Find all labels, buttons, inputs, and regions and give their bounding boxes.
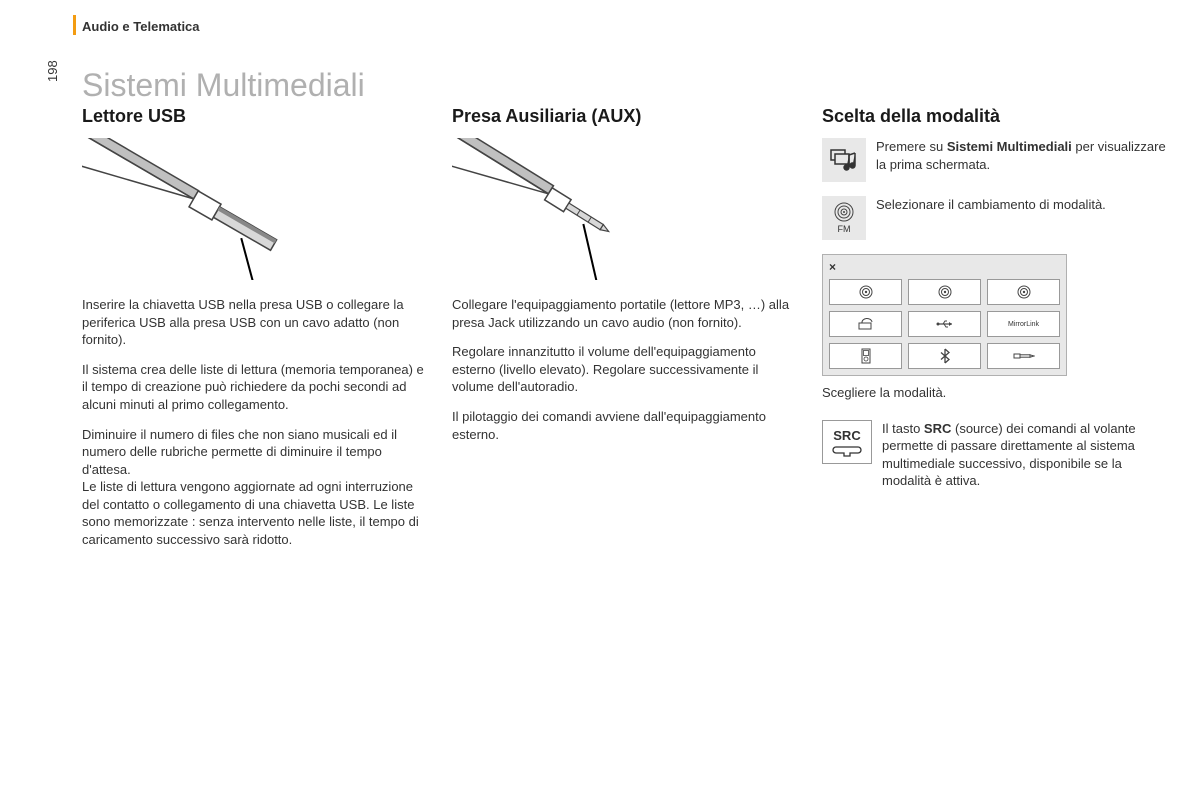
src-label: SRC (833, 427, 860, 445)
usb-cell (908, 311, 981, 337)
src-icon: SRC (822, 420, 872, 464)
mirrorlink-cell: MirrorLink (987, 311, 1060, 337)
r1-pre: Premere su (876, 139, 947, 154)
mirrorlink-label: MirrorLink (1008, 320, 1039, 329)
aux-para-1: Collegare l'equipaggiamento portatile (l… (452, 296, 797, 331)
page-title: Sistemi Multimediali (82, 64, 365, 107)
aux-para-2: Regolare innanzitutto il volume dell'equ… (452, 343, 797, 396)
src-row: SRC Il tasto SRC (source) dei comandi al… (822, 420, 1167, 490)
src-text: Il tasto SRC (source) dei comandi al vol… (882, 420, 1167, 490)
fm-icon: FM (822, 196, 866, 240)
usb-para-3: Diminuire il numero di files che non sia… (82, 426, 427, 479)
radio-cell-1 (829, 279, 902, 305)
fm-label: FM (838, 223, 851, 235)
column-aux: Presa Ausiliaria (AUX) (452, 104, 797, 560)
mode-grid: MirrorLink (829, 279, 1060, 369)
usb-para-2: Il sistema crea delle liste di lettura (… (82, 361, 427, 414)
heading-usb: Lettore USB (82, 104, 427, 128)
mode-grid-panel: × MirrorLink (822, 254, 1067, 376)
aux-illustration (452, 138, 797, 278)
close-icon: × (829, 259, 836, 275)
usb-para-4: Le liste di lettura vengono aggiornate a… (82, 478, 427, 548)
multimedia-icon (822, 138, 866, 182)
media-icon-text: Premere su Sistemi Multimediali per visu… (876, 138, 1167, 173)
disc-cell (829, 311, 902, 337)
radio-cell-2 (908, 279, 981, 305)
column-usb: Lettore USB Inserire la chiavet (82, 104, 427, 560)
aux-cell (987, 343, 1060, 369)
usb-illustration (82, 138, 427, 278)
content-columns: Lettore USB Inserire la chiavet (82, 104, 1167, 560)
aux-para-3: Il pilotaggio dei comandi avviene dall'e… (452, 408, 797, 443)
ipod-cell (829, 343, 902, 369)
src-bold: SRC (924, 421, 951, 436)
usb-para-1: Inserire la chiavetta USB nella presa US… (82, 296, 427, 349)
src-pre: Il tasto (882, 421, 924, 436)
column-mode: Scelta della modalità Premere su Sistemi… (822, 104, 1167, 560)
heading-aux: Presa Ausiliaria (AUX) (452, 104, 797, 128)
media-icon-row: Premere su Sistemi Multimediali per visu… (822, 138, 1167, 182)
fm-icon-row: FM Selezionare il cambiamento di modalit… (822, 196, 1167, 240)
fm-icon-text: Selezionare il cambiamento di modalità. (876, 196, 1167, 214)
radio-cell-3 (987, 279, 1060, 305)
page-number: 198 (44, 60, 62, 82)
choose-text: Scegliere la modalità. (822, 384, 1167, 402)
bluetooth-cell (908, 343, 981, 369)
section-header: Audio e Telematica (82, 18, 200, 36)
section-marker (73, 15, 76, 35)
heading-mode: Scelta della modalità (822, 104, 1167, 128)
r1-bold: Sistemi Multimediali (947, 139, 1072, 154)
